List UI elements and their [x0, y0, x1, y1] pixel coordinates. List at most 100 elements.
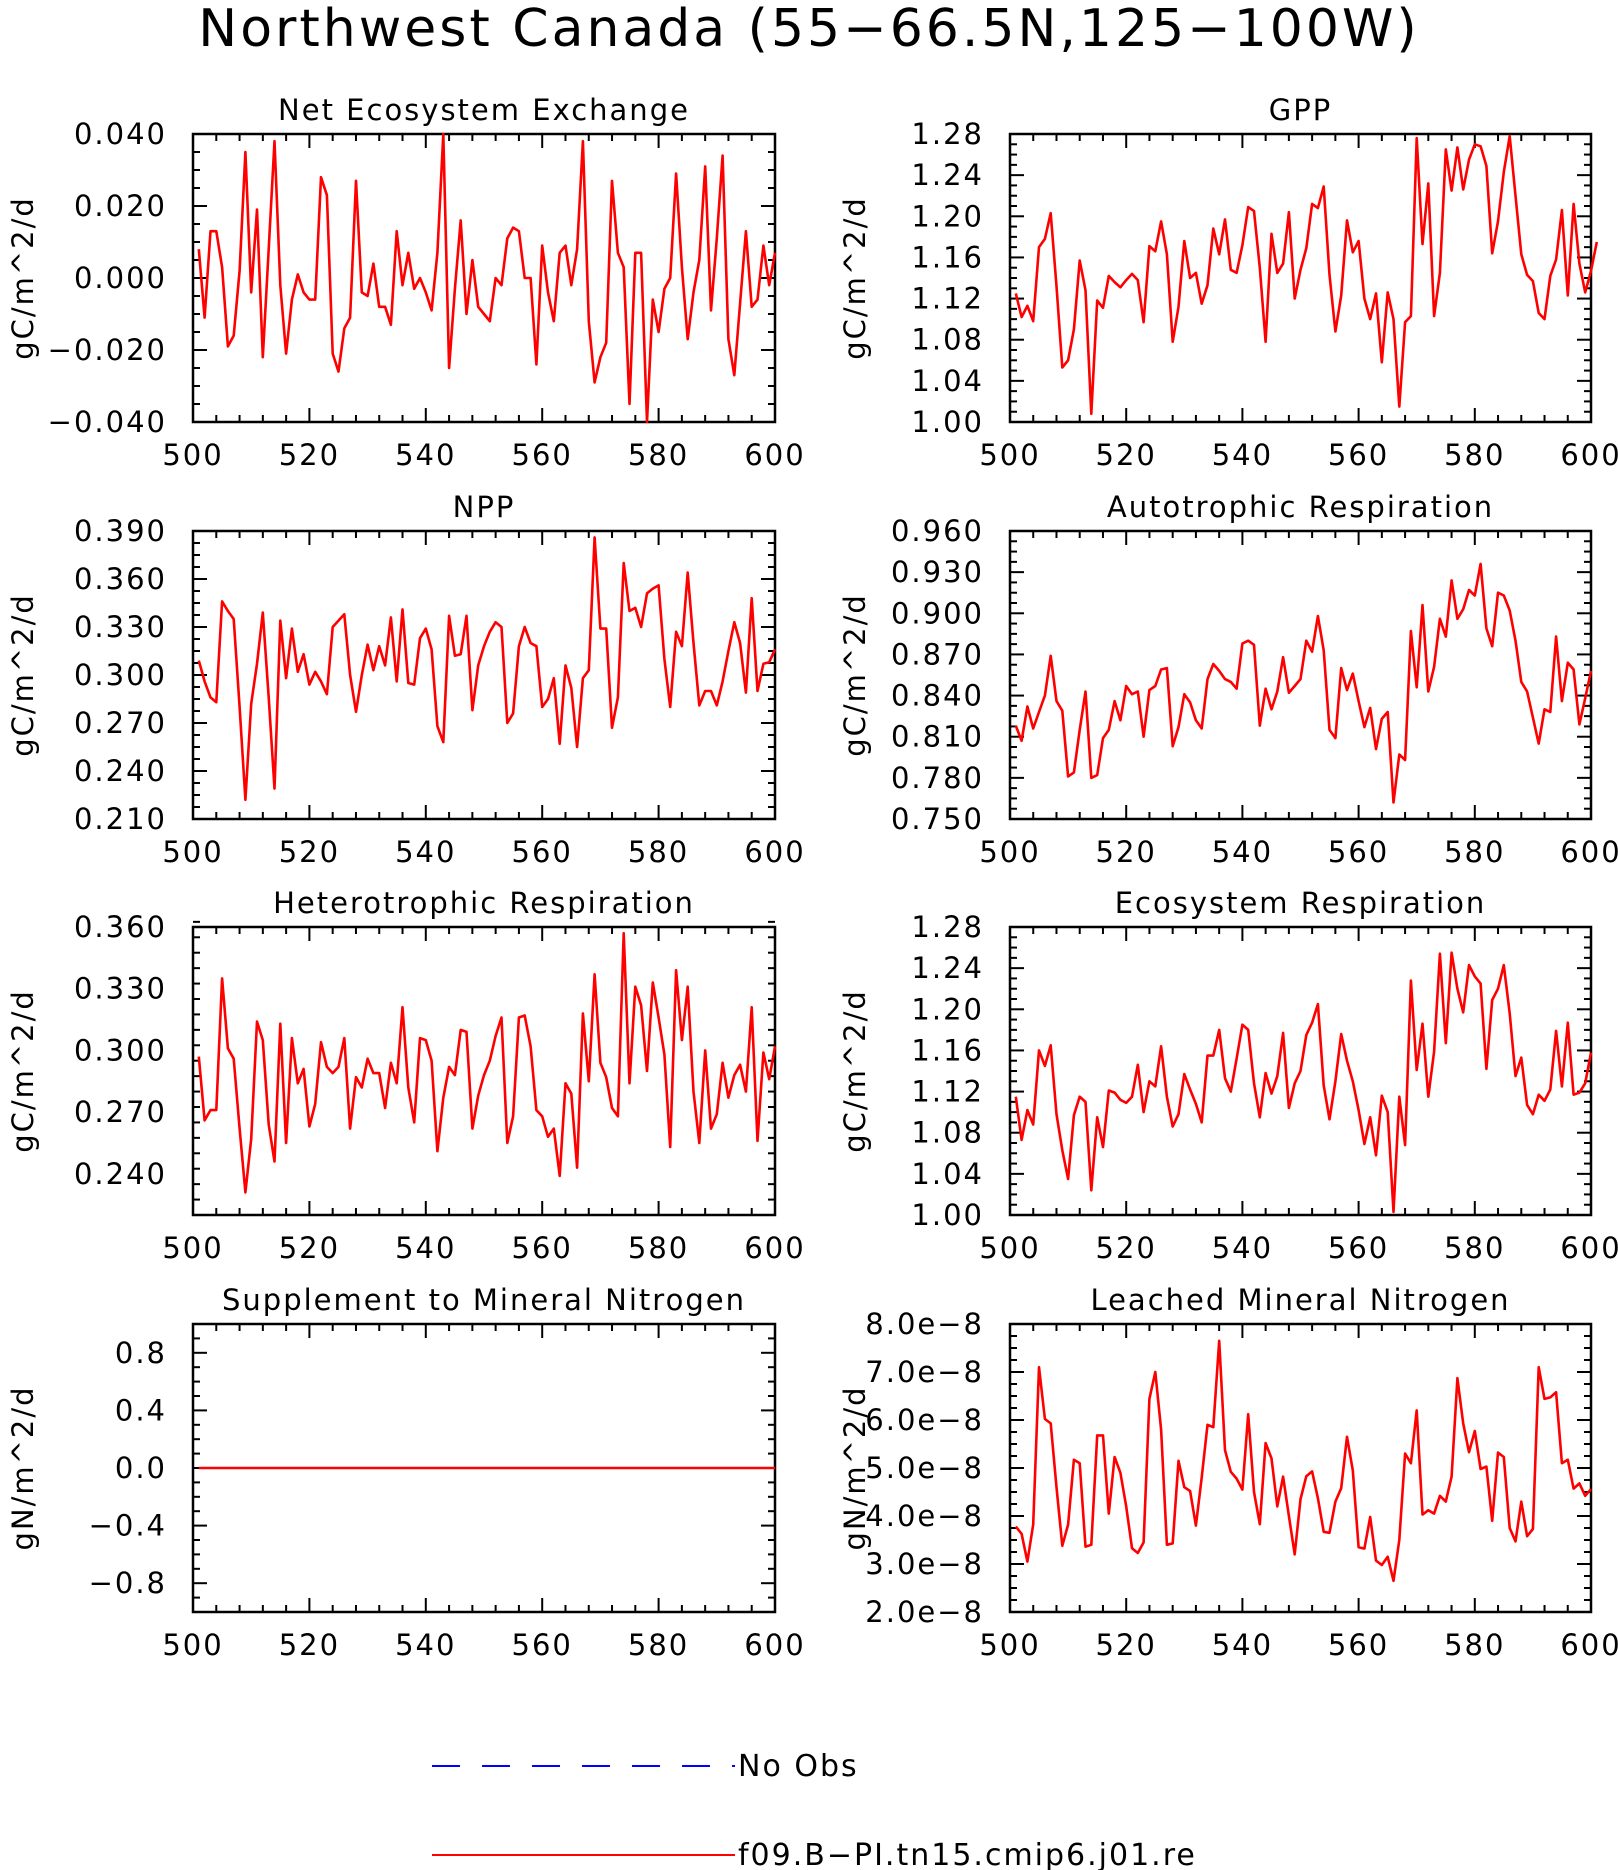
leached-mineral-nitrogen-xtick-label: 580 [1444, 1628, 1505, 1662]
net-ecosystem-exchange-ytick-label: −0.040 [48, 405, 167, 439]
npp-xtick-label: 500 [162, 835, 223, 869]
leached-mineral-nitrogen-series-line [1014, 1339, 1592, 1583]
npp-ytick-label: 0.270 [74, 706, 167, 740]
gpp-ytick-label: 1.28 [911, 117, 984, 151]
net-ecosystem-exchange-xtick-label: 520 [279, 438, 340, 472]
ecosystem-respiration-ytick-label: 1.00 [911, 1198, 984, 1232]
heterotrophic-respiration-title: Heterotrophic Respiration [273, 886, 695, 920]
net-ecosystem-exchange-ytick-label: 0.040 [74, 117, 167, 151]
net-ecosystem-exchange-xtick-label: 540 [395, 438, 456, 472]
ecosystem-respiration-xtick-label: 520 [1096, 1231, 1157, 1265]
heterotrophic-respiration-xtick-label: 560 [512, 1231, 573, 1265]
heterotrophic-respiration-ylabel: gC/m^2/d [6, 989, 40, 1153]
leached-mineral-nitrogen-title: Leached Mineral Nitrogen [1090, 1283, 1510, 1317]
net-ecosystem-exchange-chart: Net Ecosystem Exchange gC/m^2/d 500 520 540 5… [6, 93, 804, 472]
heterotrophic-respiration-ytick-label: 0.300 [74, 1033, 167, 1067]
net-ecosystem-exchange-ylabel: gC/m^2/d [6, 196, 40, 360]
figure-title: Northwest Canada (55−66.5N,125−100W) [198, 0, 1419, 59]
gpp-xtick-label: 580 [1444, 438, 1505, 472]
npp-ylabel: gC/m^2/d [6, 593, 40, 757]
gpp-xtick-label: 540 [1212, 438, 1273, 472]
supplement-to-mineral-nitrogen-title: Supplement to Mineral Nitrogen [222, 1283, 746, 1317]
gpp-ylabel: gC/m^2/d [838, 196, 872, 360]
leached-mineral-nitrogen-xtick-label: 560 [1328, 1628, 1389, 1662]
net-ecosystem-exchange-ytick-label: 0.020 [74, 189, 167, 223]
gpp-xtick-label: 600 [1560, 438, 1618, 472]
autotrophic-respiration-xtick-label: 560 [1328, 835, 1389, 869]
npp-ytick-label: 0.300 [74, 658, 167, 692]
ecosystem-respiration-ylabel: gC/m^2/d [838, 989, 872, 1153]
npp-xtick-label: 580 [628, 835, 689, 869]
ecosystem-respiration-ytick-label: 1.08 [911, 1116, 984, 1150]
supplement-to-mineral-nitrogen-xtick-label: 520 [279, 1628, 340, 1662]
ecosystem-respiration-xtick-label: 600 [1560, 1231, 1618, 1265]
ecosystem-respiration-ytick-label: 1.24 [911, 951, 984, 985]
ecosystem-respiration-xtick-label: 540 [1212, 1231, 1273, 1265]
npp-xtick-label: 540 [395, 835, 456, 869]
ecosystem-respiration-xtick-label: 560 [1328, 1231, 1389, 1265]
autotrophic-respiration-ytick-label: 0.840 [891, 679, 984, 713]
supplement-to-mineral-nitrogen-ytick-label: 0.4 [115, 1393, 167, 1427]
leached-mineral-nitrogen-ytick-label: 5.0e−8 [865, 1451, 984, 1485]
heterotrophic-respiration-xtick-label: 600 [744, 1231, 805, 1265]
gpp-ytick-label: 1.12 [911, 282, 984, 316]
heterotrophic-respiration-xtick-label: 580 [628, 1231, 689, 1265]
supplement-to-mineral-nitrogen-chart: Supplement to Mineral Nitrogen gN/m^2/d 50… [6, 1283, 805, 1662]
ecosystem-respiration-ytick-label: 1.28 [911, 910, 984, 944]
leached-mineral-nitrogen-ytick-label: 3.0e−8 [865, 1547, 984, 1581]
leached-mineral-nitrogen-ytick-label: 4.0e−8 [865, 1499, 984, 1533]
npp-ytick-label: 0.390 [74, 514, 167, 548]
ecosystem-respiration-xtick-label: 580 [1444, 1231, 1505, 1265]
autotrophic-respiration-xtick-label: 540 [1212, 835, 1273, 869]
leached-mineral-nitrogen-ytick-label: 6.0e−8 [865, 1403, 984, 1437]
gpp-ytick-label: 1.16 [911, 240, 984, 274]
autotrophic-respiration-xtick-label: 520 [1096, 835, 1157, 869]
gpp-ytick-label: 1.24 [911, 158, 984, 192]
supplement-to-mineral-nitrogen-xtick-label: 580 [628, 1628, 689, 1662]
net-ecosystem-exchange-series-line [197, 132, 777, 424]
ecosystem-respiration-xtick-label: 500 [979, 1231, 1040, 1265]
gpp-ytick-label: 1.08 [911, 323, 984, 357]
supplement-to-mineral-nitrogen-xtick-label: 540 [395, 1628, 456, 1662]
ecosystem-respiration-ytick-label: 1.12 [911, 1075, 984, 1109]
ecosystem-respiration-ytick-label: 1.04 [911, 1157, 984, 1191]
autotrophic-respiration-series-line [1014, 562, 1593, 804]
leached-mineral-nitrogen-ylabel: gN/m^2/d [838, 1385, 872, 1550]
gpp-xtick-label: 560 [1328, 438, 1389, 472]
npp-series-line [197, 536, 777, 802]
autotrophic-respiration-ytick-label: 0.870 [891, 637, 984, 671]
npp-title: NPP [453, 490, 516, 524]
heterotrophic-respiration-ytick-label: 0.360 [74, 910, 167, 944]
npp-chart: NPP gC/m^2/d 500 520 540 560 580 600 0.210 0.240 0… [6, 490, 804, 869]
net-ecosystem-exchange-xtick-label: 580 [628, 438, 689, 472]
autotrophic-respiration-xtick-label: 500 [979, 835, 1040, 869]
net-ecosystem-exchange-title: Net Ecosystem Exchange [278, 93, 690, 127]
npp-xtick-label: 520 [279, 835, 340, 869]
autotrophic-respiration-xtick-label: 580 [1444, 835, 1505, 869]
gpp-series-line [1014, 134, 1599, 416]
supplement-to-mineral-nitrogen-ytick-label: 0.8 [115, 1336, 167, 1370]
supplement-to-mineral-nitrogen-ytick-label: −0.4 [89, 1509, 167, 1543]
heterotrophic-respiration-xtick-label: 520 [279, 1231, 340, 1265]
autotrophic-respiration-ytick-label: 0.930 [891, 555, 984, 589]
npp-ytick-label: 0.360 [74, 562, 167, 596]
autotrophic-respiration-ytick-label: 0.810 [891, 720, 984, 754]
supplement-to-mineral-nitrogen-ytick-label: 0.0 [115, 1451, 167, 1485]
autotrophic-respiration-title: Autotrophic Respiration [1107, 490, 1494, 524]
supplement-to-mineral-nitrogen-xtick-label: 600 [744, 1628, 805, 1662]
npp-ytick-label: 0.240 [74, 754, 167, 788]
leached-mineral-nitrogen-xtick-label: 600 [1560, 1628, 1618, 1662]
heterotrophic-respiration-frame [191, 925, 777, 1217]
autotrophic-respiration-xtick-label: 600 [1560, 835, 1618, 869]
net-ecosystem-exchange-xtick-label: 560 [512, 438, 573, 472]
supplement-to-mineral-nitrogen-ylabel: gN/m^2/d [6, 1385, 40, 1550]
gpp-xtick-label: 520 [1096, 438, 1157, 472]
autotrophic-respiration-ytick-label: 0.750 [891, 802, 984, 836]
ecosystem-respiration-chart: Ecosystem Respiration gC/m^2/d 500 520 540 56… [838, 886, 1618, 1265]
autotrophic-respiration-ytick-label: 0.900 [891, 596, 984, 630]
ecosystem-respiration-ytick-label: 1.20 [911, 992, 984, 1026]
net-ecosystem-exchange-ytick-label: 0.000 [74, 261, 167, 295]
autotrophic-respiration-chart: Autotrophic Respiration gC/m^2/d 500 520 540… [838, 490, 1618, 869]
chart-panels: Net Ecosystem Exchange gC/m^2/d 500 520 540 5… [6, 93, 1618, 1662]
